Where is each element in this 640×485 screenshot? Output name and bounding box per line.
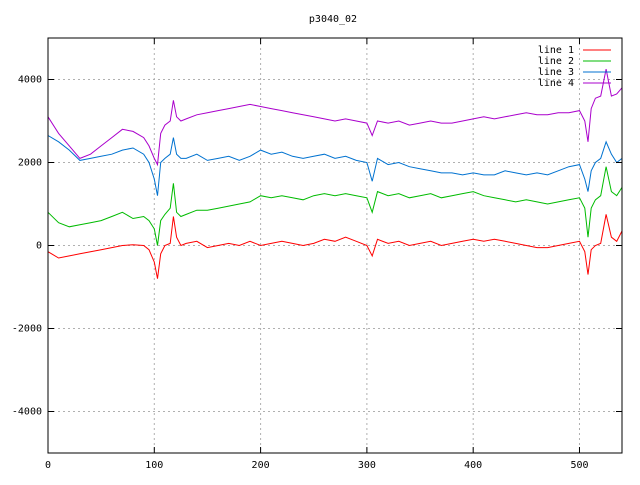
chart-title: p3040_02 (309, 14, 357, 25)
y-tick-label: 4000 (18, 75, 42, 86)
x-tick-label: 200 (252, 460, 270, 471)
x-tick-label: 0 (45, 460, 51, 471)
x-tick-label: 400 (464, 460, 482, 471)
series-line-4 (47, 69, 623, 167)
axis-ticks: -4000 -2000 0 2000 4000 0 100 200 300 400 500 (12, 38, 622, 471)
x-tick-label: 500 (570, 460, 588, 471)
series-line-2 (47, 166, 623, 246)
legend-label: line 3 (538, 67, 574, 78)
grid (48, 38, 622, 453)
x-tick-label: 300 (358, 460, 376, 471)
series-layer (47, 69, 623, 279)
y-tick-label: -2000 (12, 324, 42, 335)
y-tick-label: -4000 (12, 407, 42, 418)
legend-label: line 1 (538, 45, 574, 56)
y-tick-label: 2000 (18, 158, 42, 169)
series-line-1 (47, 214, 623, 279)
series-line-3 (47, 135, 623, 196)
y-tick-label: 0 (36, 241, 42, 252)
x-tick-label: 100 (145, 460, 163, 471)
legend-label: line 4 (538, 78, 574, 89)
legend-label: line 2 (538, 56, 574, 67)
